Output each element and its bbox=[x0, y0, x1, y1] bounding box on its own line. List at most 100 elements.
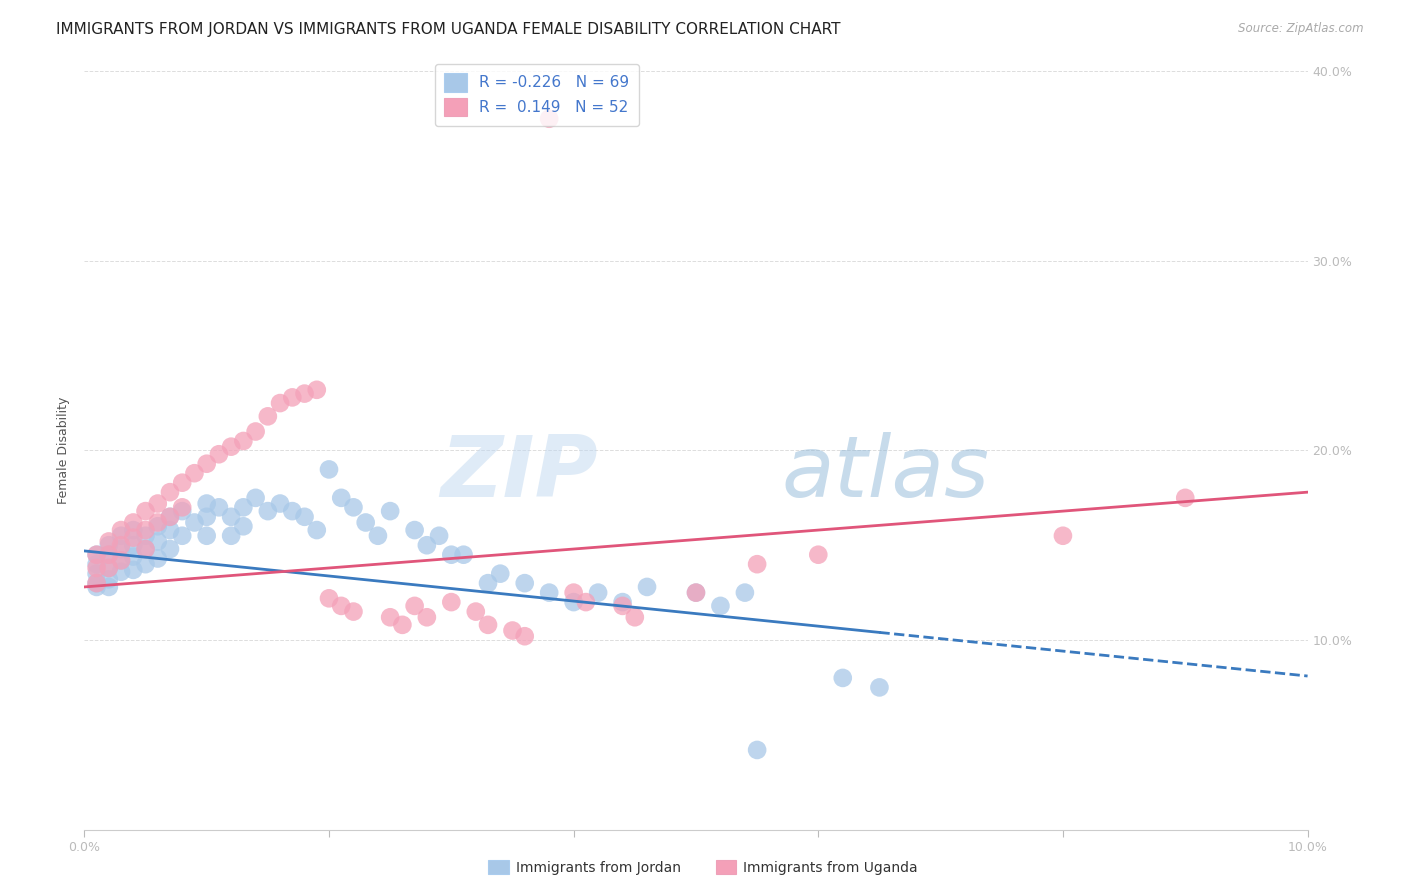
Point bbox=[146, 551, 169, 566]
Point bbox=[97, 548, 120, 562]
Point bbox=[257, 504, 280, 518]
Point bbox=[86, 576, 108, 591]
Y-axis label: Female Disability: Female Disability bbox=[58, 397, 70, 504]
Point bbox=[685, 585, 707, 599]
Point bbox=[195, 529, 218, 543]
Point bbox=[502, 624, 524, 638]
Text: IMMIGRANTS FROM JORDAN VS IMMIGRANTS FROM UGANDA FEMALE DISABILITY CORRELATION C: IMMIGRANTS FROM JORDAN VS IMMIGRANTS FRO… bbox=[56, 22, 841, 37]
Point bbox=[342, 605, 364, 619]
Point bbox=[354, 516, 377, 530]
Point bbox=[685, 585, 707, 599]
Point bbox=[294, 509, 316, 524]
Point bbox=[330, 599, 353, 613]
Point bbox=[122, 523, 145, 537]
Point bbox=[257, 409, 280, 424]
Point bbox=[146, 497, 169, 511]
Point bbox=[330, 491, 353, 505]
Point bbox=[97, 534, 120, 549]
Point bbox=[831, 671, 853, 685]
Point bbox=[281, 391, 304, 405]
Point bbox=[380, 610, 402, 624]
Point bbox=[86, 548, 108, 562]
Point bbox=[636, 580, 658, 594]
Point bbox=[183, 467, 205, 481]
Point bbox=[122, 538, 145, 552]
Point bbox=[219, 529, 242, 543]
Point bbox=[416, 538, 439, 552]
Point bbox=[97, 538, 120, 552]
Point bbox=[97, 580, 120, 594]
Point bbox=[318, 462, 340, 476]
Point bbox=[586, 585, 609, 599]
Point bbox=[453, 548, 475, 562]
Point bbox=[734, 585, 756, 599]
Point bbox=[477, 576, 499, 591]
Point bbox=[86, 548, 108, 562]
Point bbox=[110, 542, 132, 557]
Point bbox=[245, 425, 267, 439]
Point bbox=[232, 519, 254, 533]
Point bbox=[709, 599, 731, 613]
Point bbox=[146, 516, 169, 530]
Point bbox=[146, 534, 169, 549]
Point bbox=[281, 504, 304, 518]
Point bbox=[245, 491, 267, 505]
Point bbox=[122, 563, 145, 577]
Point bbox=[612, 595, 634, 609]
Text: atlas: atlas bbox=[782, 432, 990, 515]
Point bbox=[159, 542, 181, 557]
Point bbox=[318, 591, 340, 606]
Point bbox=[391, 618, 413, 632]
Point bbox=[562, 595, 585, 609]
Point bbox=[440, 595, 463, 609]
Point bbox=[513, 576, 536, 591]
Point bbox=[477, 618, 499, 632]
Point bbox=[110, 529, 132, 543]
Point bbox=[269, 396, 291, 410]
Point bbox=[122, 549, 145, 564]
Point bbox=[219, 440, 242, 454]
Point bbox=[172, 529, 194, 543]
Point bbox=[135, 504, 157, 518]
Point bbox=[110, 553, 132, 567]
Point bbox=[232, 434, 254, 448]
Text: ZIP: ZIP bbox=[440, 432, 598, 515]
Point bbox=[159, 523, 181, 537]
Legend: R = -0.226   N = 69, R =  0.149   N = 52: R = -0.226 N = 69, R = 0.149 N = 52 bbox=[434, 64, 638, 126]
Point bbox=[135, 542, 157, 557]
Point bbox=[172, 504, 194, 518]
Point bbox=[159, 509, 181, 524]
Point bbox=[342, 500, 364, 515]
Point bbox=[110, 523, 132, 537]
Point bbox=[110, 538, 132, 552]
Point bbox=[747, 557, 769, 572]
Point bbox=[269, 497, 291, 511]
Point bbox=[195, 509, 218, 524]
Point bbox=[807, 548, 830, 562]
Point bbox=[86, 566, 108, 581]
Point bbox=[464, 605, 486, 619]
Point bbox=[869, 681, 891, 695]
Point bbox=[538, 585, 561, 599]
Point bbox=[208, 500, 231, 515]
Point bbox=[624, 610, 647, 624]
Point bbox=[219, 509, 242, 524]
Point bbox=[135, 523, 157, 537]
Point bbox=[110, 553, 132, 567]
Point bbox=[97, 573, 120, 587]
Point bbox=[440, 548, 463, 562]
Point bbox=[135, 557, 157, 572]
Point bbox=[195, 497, 218, 511]
Point bbox=[562, 585, 585, 599]
Point bbox=[172, 475, 194, 490]
Point bbox=[404, 599, 426, 613]
Point bbox=[380, 504, 402, 518]
Point bbox=[538, 112, 561, 126]
Point bbox=[97, 548, 120, 562]
Point bbox=[122, 531, 145, 545]
Point bbox=[612, 599, 634, 613]
Point bbox=[146, 519, 169, 533]
Point bbox=[305, 523, 328, 537]
Point bbox=[97, 561, 120, 575]
Point bbox=[513, 629, 536, 643]
